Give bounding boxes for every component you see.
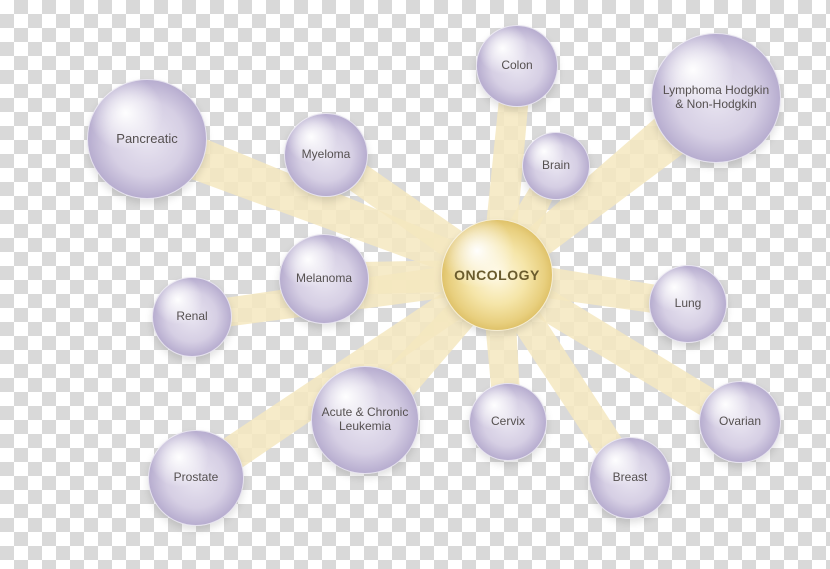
node-label: Renal — [176, 310, 207, 324]
node-melanoma: Melanoma — [279, 234, 369, 324]
node-label: Prostate — [174, 471, 219, 485]
node-myeloma: Myeloma — [284, 113, 368, 197]
node-pancreatic: Pancreatic — [87, 79, 207, 199]
node-ovarian: Ovarian — [699, 381, 781, 463]
node-label: Melanoma — [296, 272, 352, 286]
node-label: Lung — [675, 297, 702, 311]
node-label: Ovarian — [719, 415, 761, 429]
node-label: Acute & Chronic Leukemia — [318, 406, 412, 434]
node-brain: Brain — [522, 132, 590, 200]
center-node: ONCOLOGY — [441, 219, 553, 331]
node-renal: Renal — [152, 277, 232, 357]
node-colon: Colon — [476, 25, 558, 107]
node-cervix: Cervix — [469, 383, 547, 461]
node-breast: Breast — [589, 437, 671, 519]
node-label: Colon — [501, 59, 532, 73]
node-lymphoma: Lymphoma Hodgkin & Non-Hodgkin — [651, 33, 781, 163]
node-label: Breast — [613, 471, 648, 485]
node-label: Myeloma — [302, 148, 351, 162]
node-label: Lymphoma Hodgkin & Non-Hodgkin — [658, 84, 774, 112]
node-prostate: Prostate — [148, 430, 244, 526]
node-label: Cervix — [491, 415, 525, 429]
node-label: Pancreatic — [116, 132, 177, 147]
node-lung: Lung — [649, 265, 727, 343]
node-label: Brain — [542, 159, 570, 173]
diagram-stage: Pancreatic Myeloma Colon Lymphoma Hodgkin &… — [0, 0, 830, 569]
center-label: ONCOLOGY — [454, 267, 540, 283]
node-acute: Acute & Chronic Leukemia — [311, 366, 419, 474]
